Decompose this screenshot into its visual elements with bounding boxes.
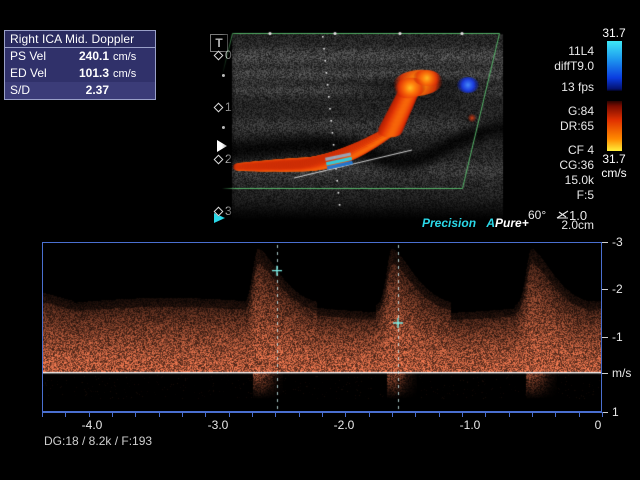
measurement-title: Right ICA Mid. Doppler <box>5 31 155 48</box>
measurement-value: 101.3 <box>78 66 109 80</box>
color-bar-forward-flow <box>606 101 622 151</box>
y-tick-mark <box>602 242 608 243</box>
param-frame-rate: 13 fps <box>561 80 594 94</box>
x-tick-label-4: 0 <box>594 418 602 432</box>
x-tick-mark <box>532 413 533 417</box>
color-bar-top-value: 31.7 <box>602 26 626 40</box>
x-tick-mark <box>438 413 440 417</box>
x-tick-mark <box>508 413 510 417</box>
color-bar-gradient <box>606 41 622 151</box>
param-group-color: CF 4 CG:36 15.0k F:5 2.0cm <box>484 143 594 233</box>
param-angle-correct: 1.0 <box>569 208 588 223</box>
x-tick-mark <box>182 413 183 417</box>
x-tick-label-0: -4.0 <box>81 418 103 432</box>
precision-label: Precision <box>422 216 477 230</box>
measurement-panel[interactable]: Right ICA Mid. Doppler PS Vel 240.1 cm/s… <box>4 30 156 100</box>
spectral-canvas[interactable] <box>43 243 601 411</box>
x-tick-mark <box>322 413 323 417</box>
x-tick-mark <box>65 413 67 417</box>
y-tick-label-1: -2 <box>612 282 623 297</box>
param-color-gain: CG:36 <box>559 158 594 172</box>
param-group-gain: G:84 DR:65 <box>484 104 594 134</box>
param-prf: 15.0k <box>564 173 594 187</box>
x-tick-mark <box>158 413 160 417</box>
y-tick-mark <box>602 336 608 338</box>
y-tick-label-4: 1 <box>612 405 619 419</box>
x-tick-mark <box>228 413 230 417</box>
spectral-y-axis: -3 -2 -1 m/s 1 <box>602 235 640 419</box>
param-steer-angle: 60° <box>528 208 547 222</box>
x-tick-mark <box>415 413 417 417</box>
measurement-value: 2.37 <box>85 83 109 97</box>
param-depth: 2.0cm <box>561 218 594 232</box>
y-tick-mark <box>602 412 608 413</box>
color-velocity-bar: 31.7 31.7 cm/s <box>594 26 634 180</box>
y-tick-mark <box>602 289 608 291</box>
x-tick-label-3: -1.0 <box>459 418 481 432</box>
measurement-label: S/D <box>10 83 31 97</box>
bmode-color-doppler-image[interactable] <box>222 30 510 220</box>
x-tick-mark <box>345 413 347 417</box>
measurement-row-ps-vel: PS Vel 240.1 cm/s <box>5 48 155 65</box>
x-tick-mark <box>462 413 463 417</box>
param-cf: CF 4 <box>567 143 594 157</box>
apure-text-label: Pure+ <box>495 216 529 230</box>
precision-apure-label: Precision APure+ <box>422 216 529 230</box>
param-gain: G:84 <box>567 104 594 118</box>
param-wall-filter: F:5 <box>576 188 594 202</box>
spectral-x-axis-line <box>42 412 603 413</box>
param-dynamic-range: DR:65 <box>559 119 594 133</box>
x-tick-mark <box>42 413 43 417</box>
color-bar-unit: cm/s <box>601 166 627 180</box>
measurement-value: 240.1 <box>78 49 109 63</box>
measurement-unit: cm/s <box>113 51 137 63</box>
spectral-x-axis: -4.0 -3.0 -2.0 -1.0 0 <box>42 413 603 439</box>
color-bar-zero-band <box>606 91 622 101</box>
param-group-probe: 11L4 diffT9.0 13 fps <box>484 44 594 95</box>
measurement-label: PS Vel <box>10 49 47 63</box>
x-tick-mark <box>298 413 300 417</box>
param-diff-t: diffT9.0 <box>554 59 594 73</box>
x-tick-mark <box>602 413 603 417</box>
x-tick-label-2: -2.0 <box>333 418 355 432</box>
measurement-row-sd-ratio: S/D 2.37 <box>5 82 155 99</box>
measurement-unit: cm/s <box>113 68 137 80</box>
x-tick-mark <box>88 413 90 417</box>
angle-correct-icon: 1.0 <box>556 208 587 223</box>
measurement-label: ED Vel <box>10 66 47 80</box>
x-tick-label-1: -3.0 <box>207 418 229 432</box>
measurement-row-ed-vel: ED Vel 101.3 cm/s <box>5 65 155 82</box>
apure-a-label: A <box>486 216 496 230</box>
spectral-footer-params: DG:18 / 8.2k / F:193 <box>44 434 153 448</box>
x-tick-mark <box>252 413 253 417</box>
color-bar-bottom-value: 31.7 <box>602 152 626 166</box>
x-tick-mark <box>112 413 113 417</box>
spectral-doppler-display[interactable] <box>42 242 602 412</box>
sample-gate-depth-marker-icon[interactable] <box>214 213 225 223</box>
color-bar-reverse-flow <box>606 41 622 91</box>
imaging-parameters-panel: 11L4 diffT9.0 13 fps G:84 DR:65 CF 4 CG:… <box>484 44 594 242</box>
angle-correct-glyph <box>556 210 569 219</box>
param-probe: 11L4 <box>568 44 594 58</box>
x-tick-mark <box>275 413 277 417</box>
y-tick-label-2: -1 <box>612 329 623 344</box>
x-tick-mark <box>135 413 137 417</box>
x-tick-mark <box>205 413 207 417</box>
x-tick-mark <box>555 413 557 417</box>
y-tick-label-0: -3 <box>612 235 623 249</box>
y-tick-label-3: m/s <box>612 365 632 380</box>
x-tick-mark <box>392 413 393 417</box>
x-tick-mark <box>578 413 580 417</box>
y-tick-mark <box>602 372 608 374</box>
bmode-canvas[interactable] <box>222 30 510 220</box>
x-tick-mark <box>368 413 370 417</box>
x-tick-mark <box>485 413 487 417</box>
